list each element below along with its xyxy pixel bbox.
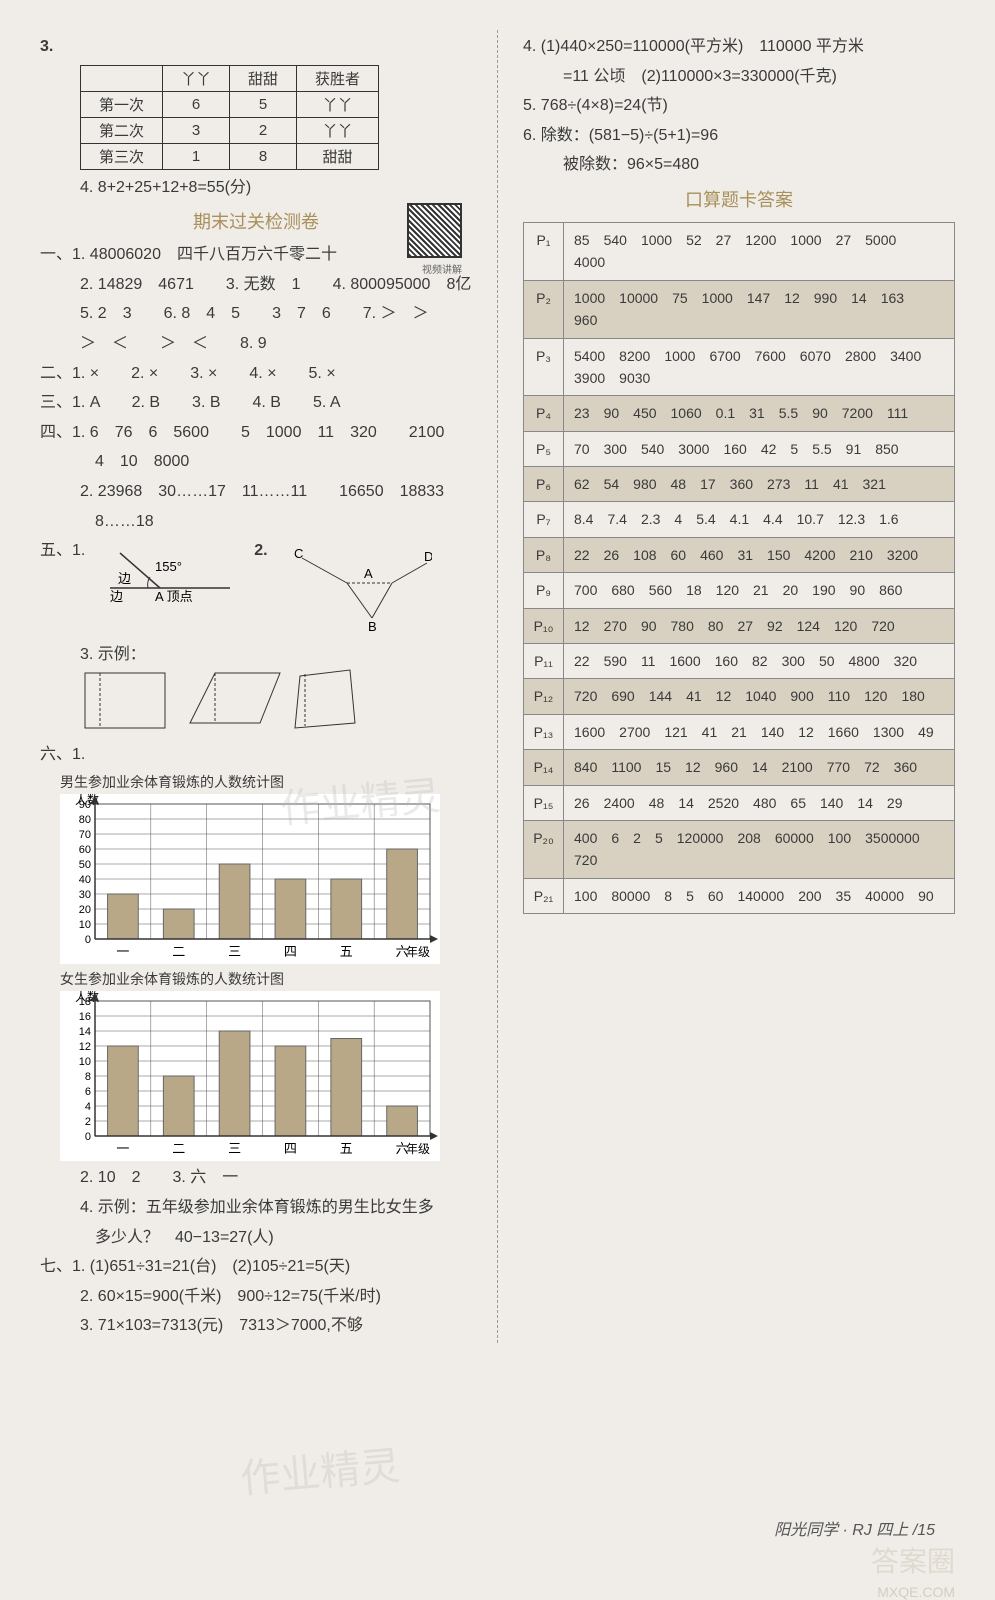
svg-text:16: 16 — [79, 1011, 91, 1023]
s7-l3: 3. 71×103=7313(元) 7313＞7000,不够 — [40, 1313, 472, 1339]
svg-text:40: 40 — [79, 874, 91, 886]
q5-2-label: 2. — [254, 542, 267, 559]
q6-4a: 4. 示例：五年级参加业余体育锻炼的男生比女生多 — [40, 1195, 472, 1221]
s4-l3: 2. 23968 30……17 11……11 16650 18833 — [40, 479, 472, 505]
svg-text:边: 边 — [110, 589, 123, 603]
s5-label-text: 五、1. — [40, 542, 85, 559]
q5-3: 3. 示例： — [40, 642, 472, 738]
s2: 二、1. × 2. × 3. × 4. × 5. × — [40, 361, 472, 387]
svg-text:0: 0 — [85, 934, 91, 946]
svg-text:70: 70 — [79, 829, 91, 841]
watermark-faint-2: 作业精灵 — [238, 1433, 402, 1505]
svg-text:2: 2 — [85, 1116, 91, 1128]
trapezoid-examples — [80, 668, 360, 738]
svg-text:五: 五 — [340, 944, 353, 959]
svg-text:五: 五 — [340, 1141, 353, 1156]
svg-text:四: 四 — [284, 944, 297, 959]
svg-text:8: 8 — [85, 1071, 91, 1083]
svg-text:10: 10 — [79, 1056, 91, 1068]
q6-4b: 多少人？ 40−13=27(人) — [40, 1225, 472, 1251]
angle-diagram-2: C A B D — [282, 543, 432, 633]
q5-3-label: 3. 示例： — [80, 646, 146, 663]
angle-value: 155° — [155, 559, 182, 574]
s4-l2: 4 10 8000 — [40, 449, 472, 475]
r-l1: 4. (1)440×250=110000(平方米) 110000 平方米 — [523, 34, 955, 60]
svg-text:0: 0 — [85, 1131, 91, 1143]
svg-text:6: 6 — [85, 1086, 91, 1098]
s6-label: 六、1. — [40, 742, 472, 768]
svg-text:20: 20 — [79, 904, 91, 916]
watermark-small: MXQE.COM — [877, 1584, 955, 1600]
s3: 三、1. A 2. B 3. B 4. B 5. A — [40, 390, 472, 416]
r-l3: 5. 768÷(4×8)=24(节) — [523, 93, 955, 119]
s1-l4: ＞ ＜ ＞ ＜ 8. 9 — [40, 331, 472, 357]
svg-text:四: 四 — [284, 1141, 297, 1156]
koushuan-title: 口算题卡答案 — [523, 186, 955, 212]
chart2-title: 女生参加业余体育锻炼的人数统计图 — [60, 969, 472, 989]
svg-text:年级: 年级 — [406, 945, 430, 959]
svg-text:A: A — [364, 566, 373, 581]
svg-text:50: 50 — [79, 859, 91, 871]
s7-l2: 2. 60×15=900(千米) 900÷12=75(千米/时) — [40, 1284, 472, 1310]
svg-text:60: 60 — [79, 844, 91, 856]
q6-2: 2. 10 2 3. 六 一 — [40, 1165, 472, 1191]
svg-text:边: 边 — [118, 571, 131, 586]
angle-diagram-1: 155° 边 A 顶点 边 — [100, 543, 240, 603]
svg-text:D: D — [424, 549, 432, 564]
r-l4: 6. 除数：(581−5)÷(5+1)=96 — [523, 123, 955, 149]
exam-title: 期末过关检测卷 视频讲解 — [40, 208, 472, 234]
q3-label: 3. — [40, 34, 472, 60]
s7-l1: 七、1. (1)651÷31=21(台) (2)105÷21=5(天) — [40, 1254, 472, 1280]
svg-text:80: 80 — [79, 814, 91, 826]
svg-text:一: 一 — [116, 944, 129, 959]
svg-text:A 顶点: A 顶点 — [155, 589, 193, 603]
chart2: 024681012141618人数一二三四五六年级 — [60, 991, 440, 1161]
svg-text:B: B — [368, 619, 377, 633]
svg-text:二: 二 — [172, 1141, 185, 1156]
exam-title-text: 期末过关检测卷 — [193, 212, 319, 232]
svg-text:C: C — [294, 546, 303, 561]
svg-text:4: 4 — [85, 1101, 91, 1113]
chart1-title: 男生参加业余体育锻炼的人数统计图 — [60, 772, 472, 792]
r-l5: 被除数：96×5=480 — [523, 152, 955, 178]
svg-text:一: 一 — [116, 1141, 129, 1156]
q4: 4. 8+2+25+12+8=55(分) — [40, 175, 472, 201]
koushuan-table: P₁8554010005227120010002750004000P₂10001… — [523, 222, 955, 914]
svg-text:三: 三 — [228, 944, 241, 959]
qr-code-icon — [407, 203, 462, 258]
svg-text:12: 12 — [79, 1041, 91, 1053]
s4-l4: 8……18 — [40, 509, 472, 535]
s5-label: 五、1. 155° 边 A 顶点 边 2. — [40, 538, 472, 638]
svg-text:30: 30 — [79, 889, 91, 901]
s4-l1: 四、1. 6 76 6 5600 5 1000 11 320 2100 — [40, 420, 472, 446]
svg-text:10: 10 — [79, 919, 91, 931]
svg-text:三: 三 — [228, 1141, 241, 1156]
qr-label: 视频讲解 — [422, 261, 462, 276]
chart1: 0102030405060708090人数一二三四五六年级 — [60, 794, 440, 964]
watermark-big: 答案圈 — [871, 1540, 955, 1580]
svg-text:14: 14 — [79, 1026, 91, 1038]
svg-text:二: 二 — [172, 944, 185, 959]
s1-l3: 5. 2 3 6. 8 4 5 3 7 6 7. ＞ ＞ — [40, 301, 472, 327]
page-footer: 阳光同学 · RJ 四上 /15 — [774, 1516, 935, 1540]
svg-text:年级: 年级 — [406, 1142, 430, 1156]
r-l2: =11 公顷 (2)110000×3=330000(千克) — [523, 64, 955, 90]
q3-table: 丫丫甜甜获胜者 第一次65丫丫第二次32丫丫第三次18甜甜 — [80, 65, 379, 170]
s1-l2: 2. 14829 4671 3. 无数 1 4. 800095000 8亿 — [40, 272, 472, 298]
